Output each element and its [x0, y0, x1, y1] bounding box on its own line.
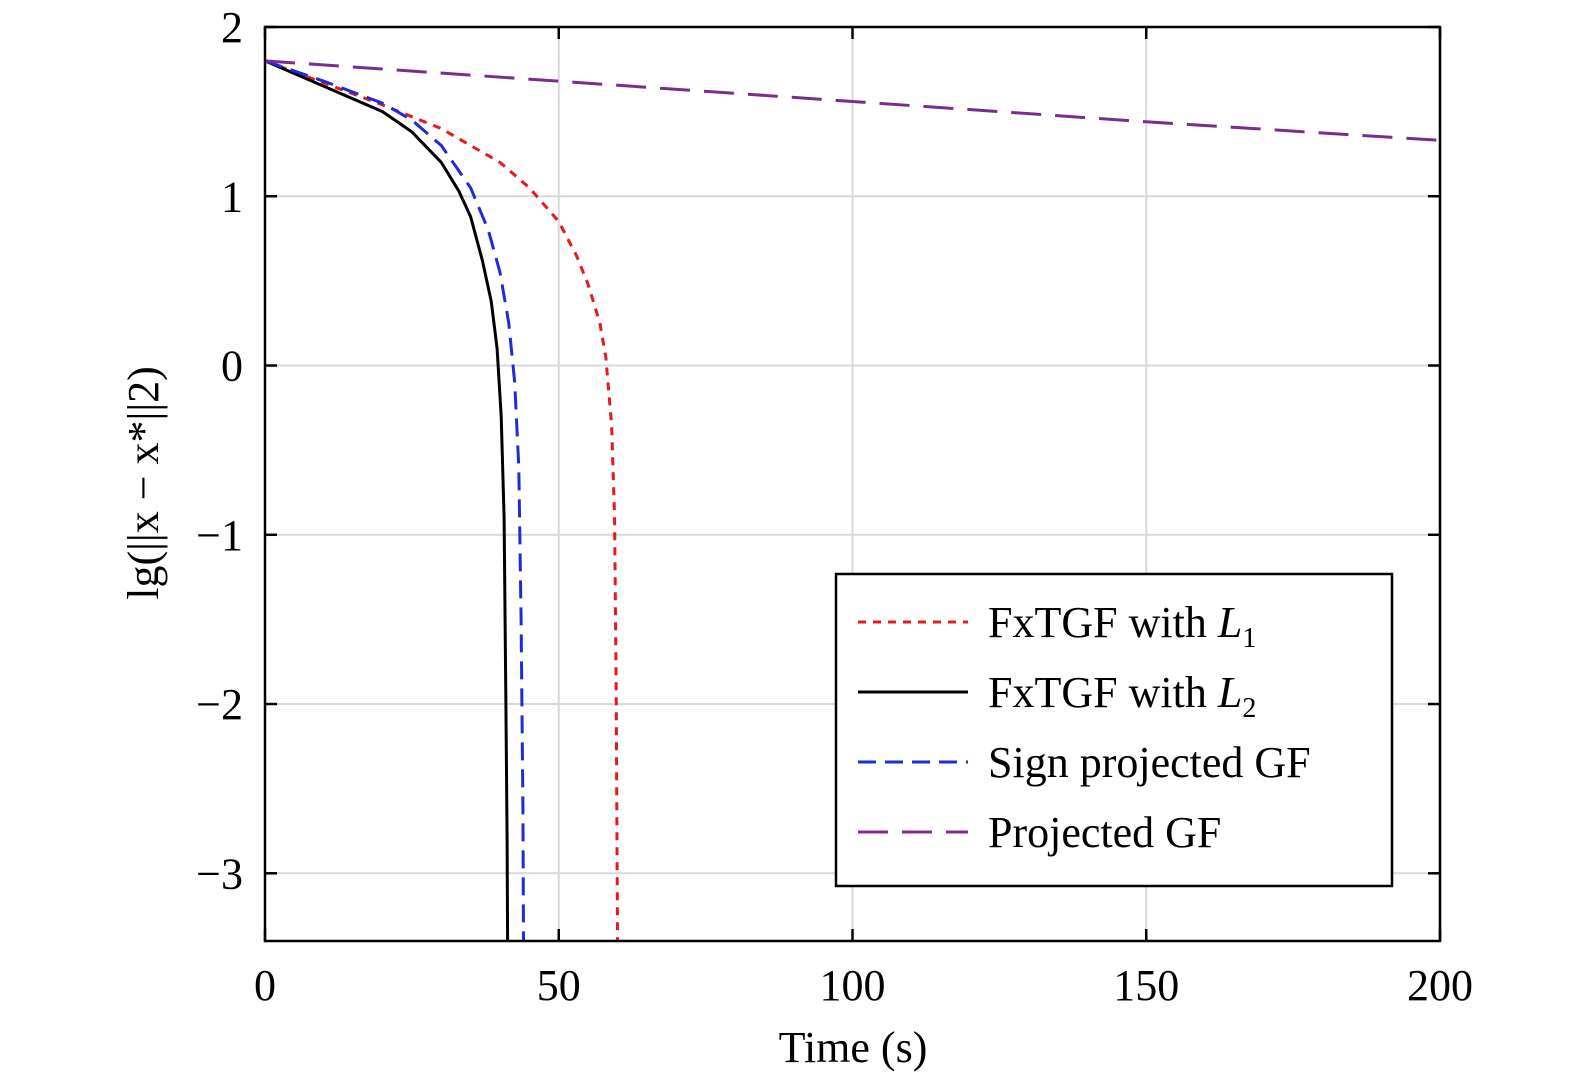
- legend-label-2: FxTGF with L2: [988, 668, 1256, 724]
- x-tick-label: 200: [1407, 961, 1473, 1010]
- legend-label-4: Projected GF: [988, 808, 1221, 857]
- series-line-2: [264, 59, 510, 942]
- y-tick-label: −1: [196, 511, 243, 560]
- x-tick-label: 0: [254, 961, 276, 1010]
- legend-label-1: FxTGF with L1: [988, 598, 1256, 654]
- x-axis-title: Time (s): [779, 1023, 928, 1072]
- y-tick-label: 2: [221, 3, 243, 52]
- legend-box: [834, 572, 1394, 888]
- y-tick-label: −2: [196, 680, 243, 729]
- series-line-3: [264, 59, 525, 942]
- series-line-4: [264, 59, 1441, 142]
- tick-marks: [263, 25, 1442, 941]
- y-tick-label: 0: [221, 342, 243, 391]
- legend: FxTGF with L1 FxTGF with L2 Sign projected…: [834, 572, 1394, 888]
- tick-labels: 0 50 100 150 200 2 1 0 −1 −2 −3: [196, 3, 1473, 1010]
- y-tick-label: 1: [221, 172, 243, 221]
- series-lines: [264, 59, 1441, 942]
- legend-label-3: Sign projected GF: [988, 738, 1311, 787]
- x-tick-label: 100: [820, 961, 886, 1010]
- series-line-1: [264, 59, 619, 942]
- y-axis-title: lg(||x − x*||2): [119, 366, 168, 600]
- y-tick-label: −3: [196, 849, 243, 898]
- x-tick-label: 50: [537, 961, 581, 1010]
- x-tick-label: 150: [1113, 961, 1179, 1010]
